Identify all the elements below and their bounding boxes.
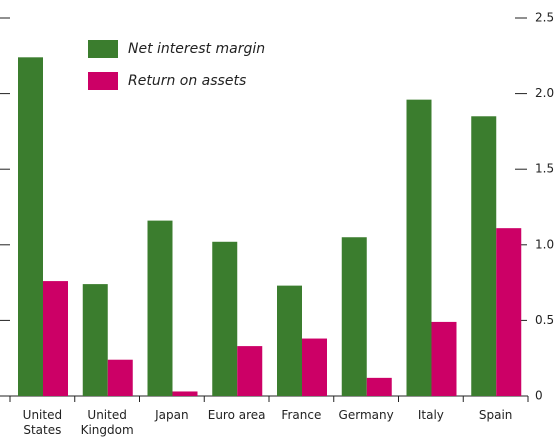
legend-label: Return on assets — [128, 73, 246, 89]
y-tick-label: 0.5 — [535, 313, 554, 327]
x-tick-label: Italy — [417, 408, 444, 422]
y-tick-label: 1.5 — [535, 162, 554, 176]
x-tick-label: France — [281, 408, 322, 422]
bar — [471, 116, 497, 396]
bar — [406, 99, 432, 396]
x-tick-label: Germany — [338, 408, 394, 422]
bar — [172, 391, 198, 396]
x-tick-label: United Kingdom — [80, 408, 134, 437]
bar — [302, 338, 327, 396]
legend-label: Net interest margin — [128, 41, 265, 57]
bar — [147, 220, 173, 396]
bar — [341, 237, 367, 396]
legend-swatch — [88, 40, 118, 58]
bar — [43, 281, 68, 396]
bar — [107, 359, 133, 396]
bar — [237, 346, 263, 396]
bar — [18, 57, 43, 396]
y-tick-label: 1.0 — [535, 237, 554, 251]
y-tick-label: 2.0 — [535, 86, 554, 100]
x-tick-label: Spain — [478, 408, 513, 422]
bar — [366, 377, 392, 396]
bar — [496, 228, 522, 396]
bar — [277, 285, 302, 396]
bar — [431, 321, 457, 396]
y-tick-label: 0 — [535, 389, 543, 403]
bar — [212, 241, 238, 396]
y-tick-label: 2.5 — [535, 11, 554, 25]
x-tick-label: United States — [22, 408, 63, 437]
x-tick-label: Japan — [155, 408, 189, 422]
legend-swatch — [88, 72, 118, 90]
x-tick-label: Euro area — [207, 408, 266, 422]
bar — [82, 284, 108, 396]
